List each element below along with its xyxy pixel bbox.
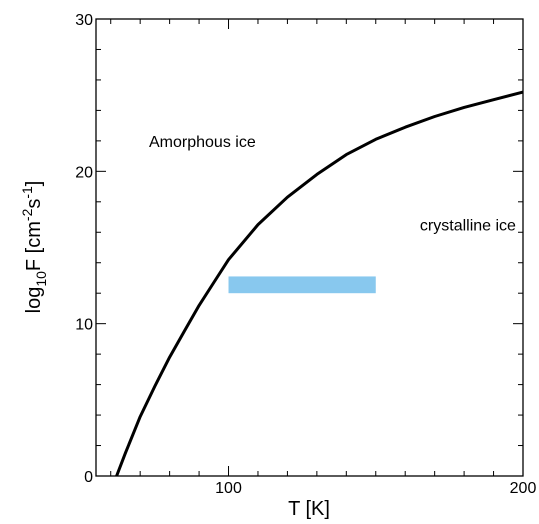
x-tick-label: 200 [510,480,537,497]
plot-frame [95,18,524,477]
y-axis-label-mid: s [23,199,45,209]
boundary-curve [115,90,524,477]
temperature-flux-band [228,276,376,294]
y-tick-label: 30 [75,12,93,29]
y-axis-label-superscript-2: -1 [19,186,35,199]
x-tick-labels: 100 200 [215,480,536,497]
y-tick-label: 10 [75,317,93,334]
y-tick-label: 20 [75,164,93,181]
ticks-layer [96,18,524,477]
y-axis-label-main: F [cm [23,221,45,271]
y-axis-label-subscript: 10 [33,271,49,287]
y-axis-label: log10F [cm-2s-1] [19,181,49,314]
annotation-crystalline-ice: crystalline ice [420,218,516,235]
y-axis-label-prefix: log [23,287,45,314]
x-tick-label: 100 [215,480,242,497]
y-tick-labels: 0 10 20 30 [75,12,93,486]
annotation-amorphous-ice: Amorphous ice [149,134,256,151]
y-tick-label: 0 [84,469,93,486]
y-axis-label-end: ] [23,181,45,187]
y-axis-label-superscript-1: -2 [19,208,35,221]
x-axis-label: T [K] [288,498,330,520]
